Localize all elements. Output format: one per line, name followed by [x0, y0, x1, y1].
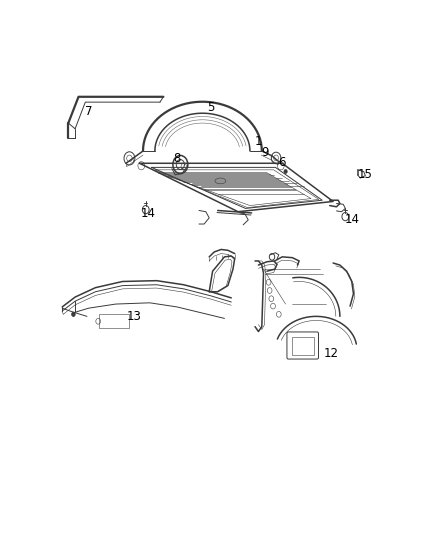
Text: 5: 5: [207, 101, 215, 114]
Text: 1: 1: [254, 135, 262, 148]
Text: 8: 8: [173, 152, 180, 165]
Text: 9: 9: [261, 146, 269, 159]
Text: 13: 13: [127, 310, 142, 323]
Bar: [99, 314, 130, 328]
Text: 14: 14: [141, 207, 155, 220]
Text: 14: 14: [344, 213, 359, 227]
Bar: [292, 337, 314, 354]
Circle shape: [72, 312, 75, 317]
Text: 12: 12: [324, 347, 339, 360]
Text: 7: 7: [85, 104, 92, 118]
Text: 15: 15: [358, 168, 373, 181]
Text: 6: 6: [279, 156, 286, 169]
Circle shape: [284, 169, 287, 174]
